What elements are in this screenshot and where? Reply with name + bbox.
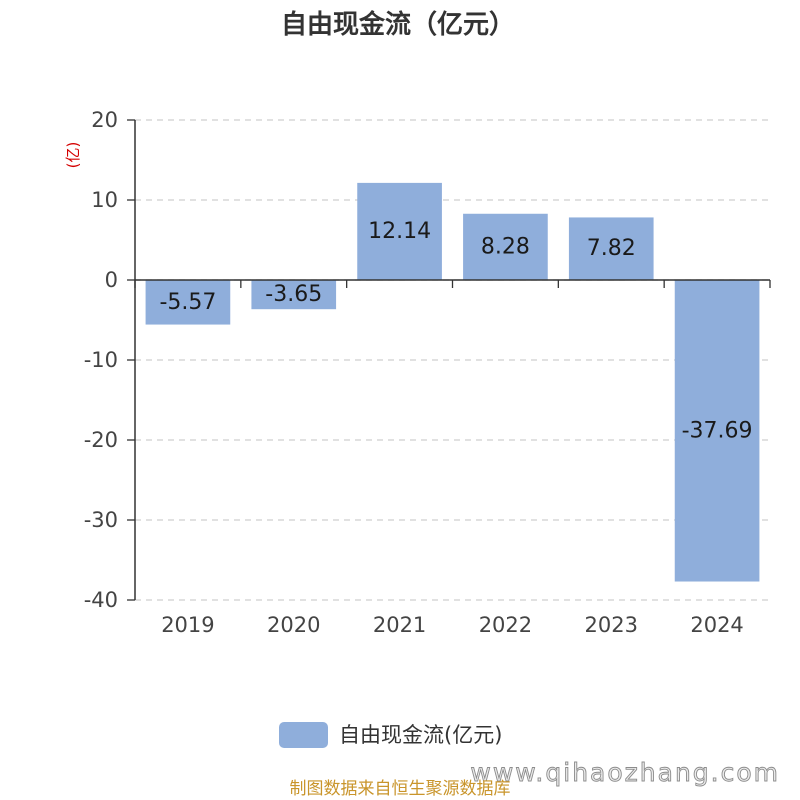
- y-tick-label: 20: [91, 108, 118, 132]
- y-tick-label: -10: [84, 348, 118, 372]
- bar-2022: [463, 213, 548, 280]
- legend-item[interactable]: 自由现金流(亿元): [279, 722, 502, 748]
- y-axis-ticks: 20 10 0 -10 -20 -30 -40: [84, 108, 135, 612]
- x-axis-ticks: 2019 2020 2021 2022 2023 2024: [134, 280, 771, 637]
- y-tick-label: 10: [91, 188, 118, 212]
- x-tick-label: 2021: [373, 613, 426, 637]
- chart-title: 自由现金流（亿元）: [281, 9, 515, 40]
- bar-2021: [357, 182, 442, 280]
- y-tick-label: -30: [84, 508, 118, 532]
- source-note: 制图数据来自恒生聚源数据库: [290, 779, 511, 799]
- legend-swatch: [279, 722, 328, 748]
- data-label-2024: -37.69: [682, 418, 753, 443]
- bar-2019: [145, 280, 231, 325]
- data-label-2019: -5.57: [159, 290, 216, 315]
- data-label-2022: 8.28: [481, 234, 530, 259]
- bar-2020: [251, 280, 337, 310]
- bar-2023: [568, 217, 654, 280]
- y-tick-label: -40: [84, 588, 118, 612]
- y-axis-label: (亿): [64, 142, 82, 169]
- data-label-2023: 7.82: [587, 236, 636, 261]
- data-labels: -5.57 -3.65 12.14 8.28 7.82 -37.69: [159, 219, 752, 443]
- plot-area: 20 10 0 -10 -20 -30 -40 2019 2020 2021 2022 2023 202…: [84, 108, 771, 637]
- x-tick-label: 2024: [690, 613, 743, 637]
- x-tick-label: 2023: [585, 613, 638, 637]
- data-label-2020: -3.65: [265, 282, 322, 307]
- x-tick-label: 2022: [479, 613, 532, 637]
- y-tick-label: -20: [84, 428, 118, 452]
- y-tick-label: 0: [105, 268, 118, 292]
- x-tick-label: 2019: [161, 613, 214, 637]
- x-tick-label: 2020: [267, 613, 320, 637]
- watermark: www.qihaozhang.com: [470, 758, 780, 787]
- data-label-2021: 12.14: [368, 219, 431, 244]
- legend-label: 自由现金流(亿元): [339, 723, 502, 747]
- bars: [145, 182, 760, 582]
- bar-2024: [674, 280, 760, 582]
